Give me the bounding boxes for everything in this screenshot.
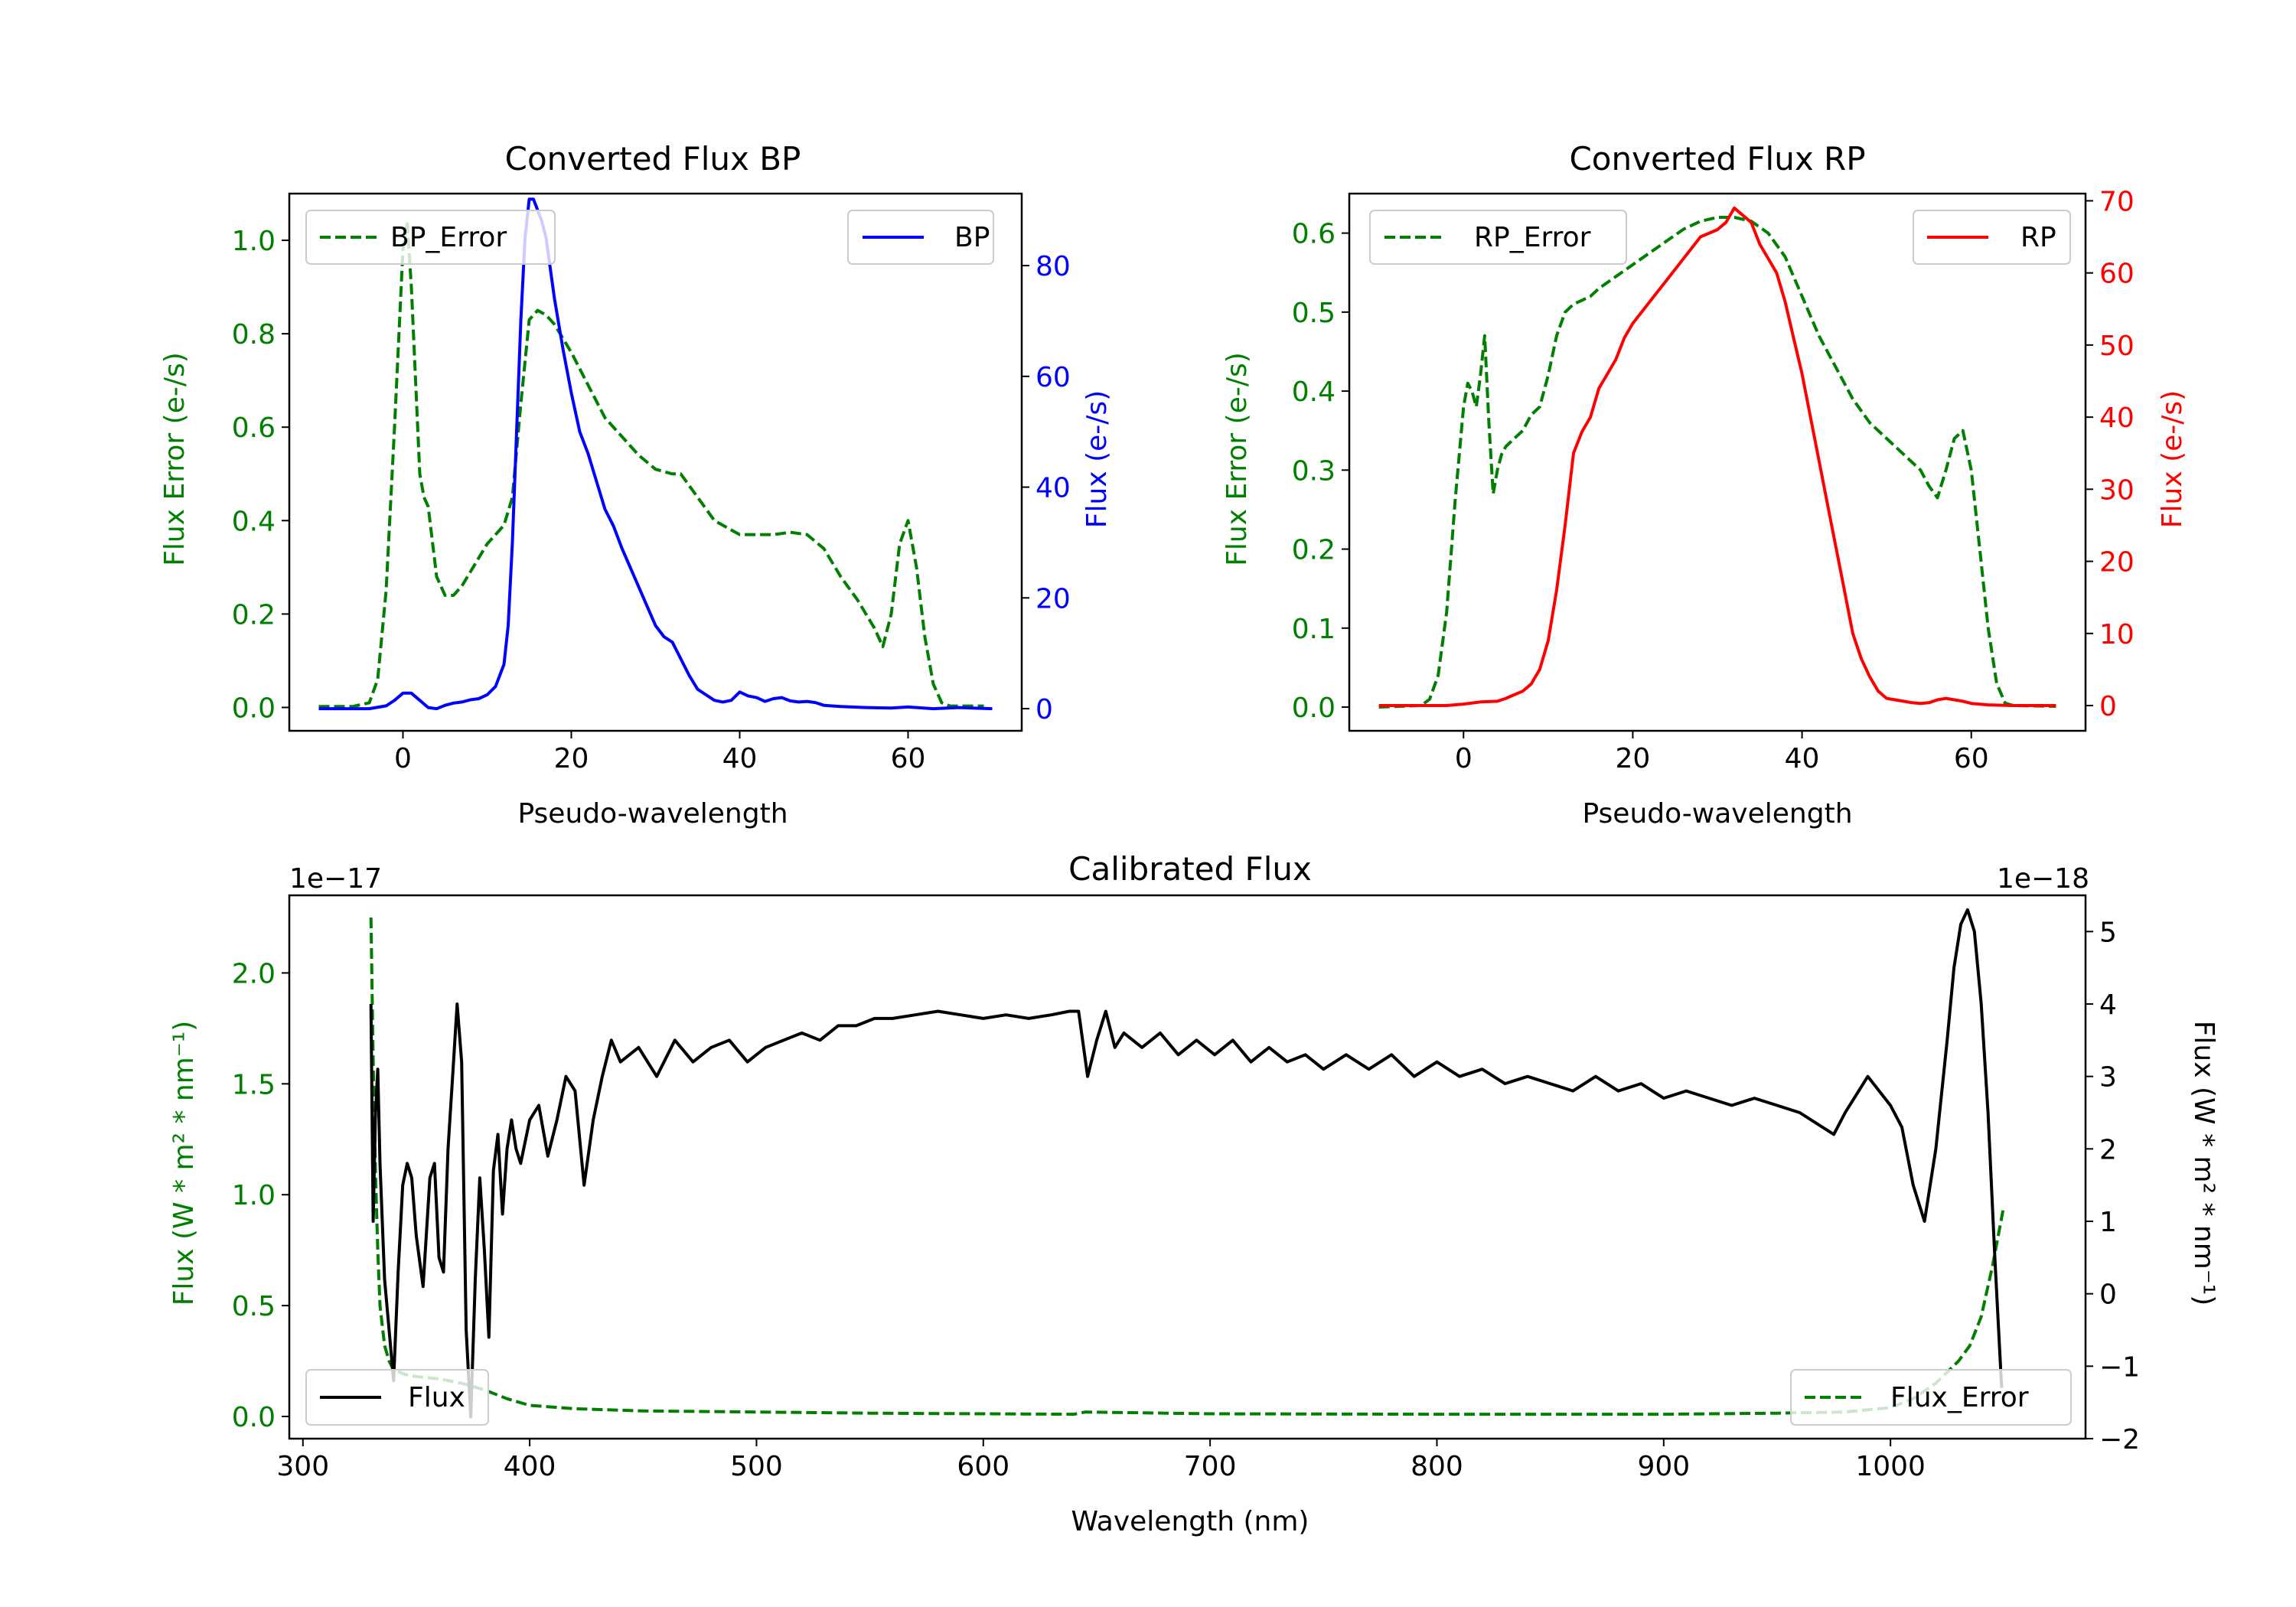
chart-calibrated-ytick-label-right: −2 [2099, 1424, 2140, 1455]
chart-bp-ytick-label-right: 20 [1035, 583, 1071, 614]
chart-calibrated-ylabel-right: Flux (W * m² * nm⁻¹) [2188, 1021, 2219, 1306]
chart-rp-xlabel: Pseudo-wavelength [1582, 798, 1852, 830]
chart-calibrated-ytick-label-right: −1 [2099, 1351, 2140, 1383]
chart-rp-legend-flux: RP [1913, 210, 2071, 265]
chart-bp-legend-flux-label: BP [954, 222, 990, 253]
chart-calibrated-plot-area: 300 400 500 600 700 800 900 1000 0.0 0.5 1.0 1.5 2.0… [232, 894, 2140, 1482]
chart-rp-series-rp-error [1378, 216, 2056, 709]
chart-calibrated-series-flux [369, 908, 2004, 1419]
chart-bp-series-bp [318, 197, 993, 711]
chart-calibrated-legend-flux-label: Flux [408, 1382, 465, 1413]
chart-rp-ytick-label-left: 0.4 [1292, 376, 1336, 408]
chart-rp-legend-error-label: RP_Error [1474, 222, 1591, 253]
chart-calibrated-title: Calibrated Flux [1068, 850, 1312, 888]
chart-calibrated-legend-error-label: Flux_Error [1890, 1382, 2029, 1413]
chart-bp-ytick-label-right: 80 [1035, 251, 1071, 282]
chart-rp-ytick-label-left: 0.2 [1292, 535, 1336, 566]
chart-bp-ytick-label-right: 60 [1035, 362, 1071, 393]
chart-calibrated-legend-flux: Flux [305, 1369, 489, 1426]
chart-calibrated-xtick-label: 300 [276, 1451, 329, 1482]
chart-rp-legend-error: RP_Error [1369, 210, 1627, 265]
chart-calibrated-ytick-label-right: 2 [2099, 1134, 2117, 1165]
chart-rp-ytick-label-left: 0.0 [1292, 693, 1336, 724]
chart-bp-legend-error: BP_Error [305, 210, 556, 265]
chart-bp-xlabel: Pseudo-wavelength [517, 798, 788, 830]
chart-rp-ytick-label-left: 0.3 [1292, 455, 1336, 487]
chart-bp-ytick-label-left: 0.0 [232, 693, 276, 724]
chart-calibrated-ytick-label-right: 5 [2099, 917, 2117, 948]
chart-calibrated: Calibrated Flux 1e−17 1e−18 300 400 500 600… [168, 850, 2219, 1537]
chart-calibrated-ytick-label-left: 0.0 [232, 1402, 276, 1433]
chart-calibrated-xtick-label: 900 [1637, 1451, 1690, 1482]
chart-calibrated-ytick-label-left: 0.5 [232, 1291, 276, 1322]
chart-calibrated-xtick-label: 500 [730, 1451, 783, 1482]
chart-calibrated-xtick-label: 800 [1411, 1451, 1463, 1482]
chart-rp-ytick-label-right: 40 [2099, 403, 2135, 434]
chart-calibrated-ytick-label-right: 3 [2099, 1062, 2117, 1094]
chart-rp-plot-area: 0 20 40 60 0.0 0.1 0.2 0.3 0.4 0.5 0.6 0 10 20 30 40 50 6… [1292, 186, 2135, 774]
chart-calibrated-xtick-label: 700 [1184, 1451, 1237, 1482]
chart-rp-xtick-label: 20 [1616, 743, 1651, 774]
chart-rp-ytick-label-left: 0.5 [1292, 298, 1336, 329]
chart-calibrated-ylabel-left: Flux (W * m² * nm⁻¹) [168, 1021, 200, 1306]
chart-bp-ylabel-right: Flux (e-/s) [1081, 390, 1113, 528]
chart-rp-xtick-label: 0 [1455, 743, 1473, 774]
chart-rp-ytick-label-right: 70 [2099, 186, 2135, 217]
chart-bp-ytick-label-left: 0.2 [232, 599, 276, 631]
chart-bp-series-bp-error [318, 220, 984, 709]
chart-calibrated-ytick-label-right: 4 [2099, 989, 2117, 1021]
chart-rp-legend-flux-label: RP [2020, 222, 2056, 253]
chart-rp-ylabel-left: Flux Error (e-/s) [1221, 352, 1253, 566]
chart-bp-ytick-label-left: 0.6 [232, 412, 276, 444]
chart-calibrated-ytick-label-left: 1.0 [232, 1180, 276, 1211]
chart-rp-ytick-label-right: 60 [2099, 259, 2135, 290]
chart-rp-series-rp [1378, 206, 2056, 707]
chart-calibrated-ytick-label-right: 1 [2099, 1207, 2117, 1238]
chart-bp-ytick-label-right: 40 [1035, 473, 1071, 504]
chart-rp: Converted Flux RP 0 20 40 60 0.0 0.1 0.2 0.3 0.4… [1221, 140, 2188, 830]
chart-bp-ylabel-left: Flux Error (e-/s) [159, 352, 191, 566]
chart-calibrated-ytick-label-left: 2.0 [232, 958, 276, 989]
chart-rp-ylabel-right: Flux (e-/s) [2157, 390, 2188, 528]
chart-rp-ytick-label-right: 0 [2099, 691, 2117, 722]
chart-bp-ytick-label-left: 1.0 [232, 226, 276, 257]
chart-rp-ytick-label-left: 0.6 [1292, 219, 1336, 250]
chart-bp: Converted Flux BP 0 20 40 60 0.0 0.2 0.4 0.6 0.8… [159, 140, 1113, 830]
chart-bp-xtick-label: 20 [554, 743, 589, 774]
chart-calibrated-offset-left: 1e−17 [289, 863, 382, 895]
chart-bp-title: Converted Flux BP [505, 140, 801, 178]
chart-rp-ytick-label-right: 20 [2099, 547, 2135, 579]
chart-rp-axes-frame [1348, 192, 2087, 732]
chart-rp-ytick-label-left: 0.1 [1292, 614, 1336, 645]
chart-bp-ytick-label-left: 0.4 [232, 506, 276, 537]
chart-rp-ytick-label-right: 50 [2099, 331, 2135, 362]
chart-rp-xtick-label: 40 [1785, 743, 1820, 774]
chart-calibrated-xtick-label: 600 [957, 1451, 1009, 1482]
chart-bp-xtick-label: 60 [891, 743, 926, 774]
chart-rp-ytick-label-right: 30 [2099, 474, 2135, 506]
chart-bp-ytick-label-left: 0.8 [232, 319, 276, 350]
chart-rp-title: Converted Flux RP [1569, 140, 1865, 178]
chart-calibrated-ytick-label-left: 1.5 [232, 1069, 276, 1100]
chart-calibrated-axes-frame [288, 894, 2087, 1440]
chart-bp-plot-area: 0 20 40 60 0.0 0.2 0.4 0.6 0.8 1.0 0 20 40 60 80 [232, 192, 1071, 774]
chart-rp-ytick-label-right: 10 [2099, 619, 2135, 650]
chart-calibrated-legend-error: Flux_Error [1790, 1369, 2072, 1426]
chart-bp-axes-frame [288, 192, 1023, 732]
chart-calibrated-ytick-label-right: 0 [2099, 1279, 2117, 1311]
chart-calibrated-xlabel: Wavelength (nm) [1071, 1506, 1309, 1537]
chart-bp-legend-error-label: BP_Error [390, 222, 507, 253]
chart-calibrated-xtick-label: 1000 [1855, 1451, 1926, 1482]
chart-calibrated-xtick-label: 400 [504, 1451, 556, 1482]
chart-rp-xtick-label: 60 [1954, 743, 1989, 774]
chart-bp-ytick-label-right: 0 [1035, 694, 1053, 725]
chart-calibrated-offset-right: 1e−18 [1997, 863, 2089, 895]
chart-bp-xtick-label: 40 [722, 743, 758, 774]
chart-bp-legend-flux: BP [847, 210, 994, 265]
chart-bp-xtick-label: 0 [394, 743, 412, 774]
